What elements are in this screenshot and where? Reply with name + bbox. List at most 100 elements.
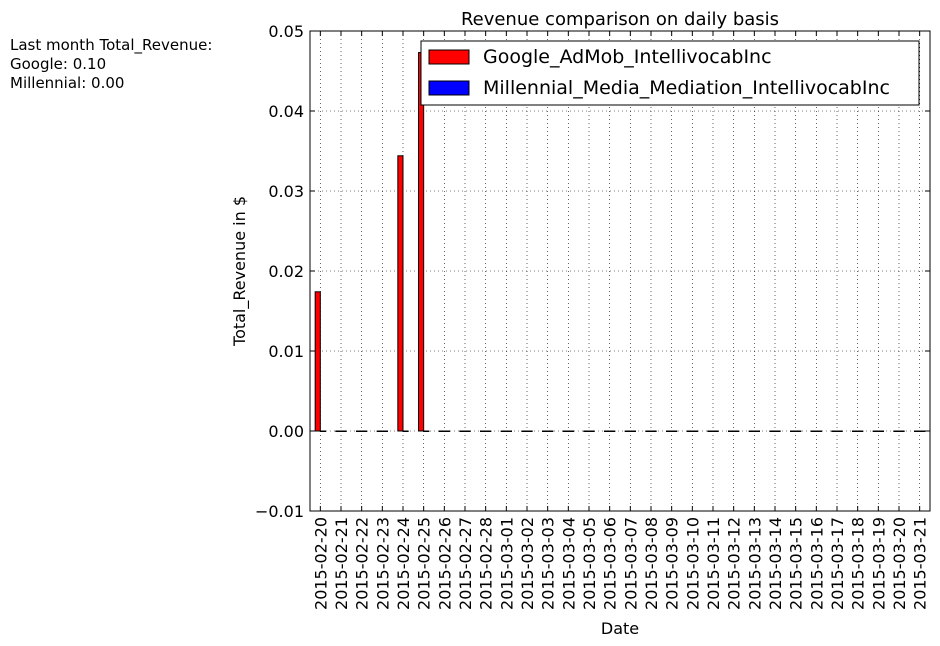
- y-tick-label: 0.04: [268, 102, 304, 121]
- bar: [567, 430, 574, 432]
- bar: [686, 430, 693, 432]
- legend-swatch: [428, 80, 470, 96]
- x-axis-label: Date: [601, 619, 639, 638]
- bar: [500, 430, 507, 432]
- x-ticks: 2015-02-20 2015-02-21 2015-02-22 2015-02-23…: [311, 31, 930, 610]
- bar: [872, 430, 879, 432]
- bar: [629, 430, 636, 432]
- bar: [340, 430, 347, 432]
- y-tick-label: 0.03: [268, 182, 304, 201]
- bar: [671, 430, 678, 432]
- x-tick-label: 2015-03-03: [539, 517, 558, 610]
- x-tick-label: 2015-03-02: [518, 517, 537, 610]
- x-tick-label: 2015-03-17: [828, 517, 847, 610]
- bar: [547, 430, 554, 432]
- bar: [438, 430, 445, 432]
- x-tick-label: 2015-02-25: [415, 517, 434, 610]
- bar: [795, 430, 802, 432]
- bar: [319, 430, 327, 432]
- side-note: Last month Total_Revenue: Google: 0.10 Mil…: [10, 36, 212, 93]
- chart-title: Revenue comparison on daily basis: [461, 9, 779, 30]
- bar: [748, 430, 755, 432]
- x-tick-label: 2015-02-22: [353, 517, 372, 610]
- bar: [893, 430, 900, 432]
- x-tick-label: 2015-03-06: [601, 517, 620, 610]
- legend-label: Google_AdMob_IntellivocabInc: [483, 46, 772, 68]
- bar: [919, 430, 926, 432]
- x-tick-label: 2015-03-16: [807, 517, 826, 610]
- bar: [480, 430, 487, 432]
- x-tick-label: 2015-02-28: [477, 517, 496, 610]
- bar: [774, 430, 781, 432]
- bar: [583, 430, 590, 432]
- y-tick-label: −0.01: [255, 502, 304, 521]
- x-tick-label: 2015-03-09: [663, 517, 682, 610]
- bar: [790, 430, 797, 432]
- bar: [733, 430, 740, 432]
- bar: [361, 430, 368, 432]
- x-tick-label: 2015-03-10: [683, 517, 702, 610]
- bar: [402, 430, 409, 432]
- y-tick-label: 0.00: [268, 422, 304, 441]
- x-tick-label: 2015-02-26: [435, 517, 454, 610]
- y-axis-label: Total_Revenue in $: [230, 196, 250, 347]
- bar: [335, 430, 342, 432]
- bar: [769, 430, 776, 432]
- x-tick-label: 2015-03-05: [580, 517, 599, 610]
- bar: [666, 430, 673, 432]
- x-tick-label: 2015-03-12: [725, 517, 744, 610]
- x-tick-label: 2015-03-18: [849, 517, 868, 610]
- y-tick-label: 0.01: [268, 342, 304, 361]
- bar: [526, 430, 533, 432]
- bar: [836, 430, 843, 432]
- x-tick-label: 2015-02-20: [311, 517, 330, 610]
- x-tick-label: 2015-03-08: [642, 517, 661, 610]
- x-tick-label: 2015-03-15: [787, 517, 806, 610]
- bar: [588, 430, 595, 432]
- bar: [443, 430, 451, 432]
- bar: [810, 430, 817, 432]
- bar: [815, 430, 822, 432]
- bar: [857, 430, 864, 432]
- side-note-google: Google: 0.10: [10, 55, 107, 73]
- x-tick-label: 2015-02-24: [394, 517, 413, 610]
- bar: [877, 430, 884, 432]
- x-tick-label: 2015-03-01: [497, 517, 516, 610]
- x-tick-label: 2015-03-20: [890, 517, 909, 610]
- bar: [485, 430, 492, 432]
- x-tick-label: 2015-03-19: [869, 517, 888, 610]
- bar: [397, 155, 404, 432]
- legend-swatch: [428, 49, 470, 65]
- bar: [712, 430, 719, 432]
- bar: [753, 430, 760, 432]
- legend: Google_AdMob_IntellivocabInc Millennial_M…: [420, 40, 920, 106]
- x-tick-label: 2015-02-23: [373, 517, 392, 610]
- bar: [381, 430, 389, 432]
- x-tick-label: 2015-03-13: [745, 517, 764, 610]
- x-tick-label: 2015-02-21: [332, 517, 351, 610]
- y-tick-label: 0.02: [268, 262, 304, 281]
- bar: [609, 430, 616, 432]
- bar: [645, 430, 652, 432]
- bar: [542, 430, 549, 432]
- bar: [418, 52, 425, 432]
- bar: [707, 430, 714, 432]
- y-ticks: −0.01 0.00 0.01 0.02 0.03 0.04 0.05: [255, 22, 930, 521]
- y-tick-label: 0.05: [268, 22, 304, 41]
- bar: [376, 430, 383, 432]
- plot-frame: [309, 30, 931, 512]
- bar: [852, 430, 859, 432]
- bar: [914, 430, 921, 432]
- bar: [521, 430, 528, 432]
- bar: [423, 430, 430, 432]
- legend-label: Millennial_Media_Mediation_IntellivocabI…: [483, 77, 890, 99]
- legend-box: [420, 40, 920, 106]
- bar: [898, 430, 905, 432]
- x-tick-label: 2015-03-21: [911, 517, 930, 610]
- bar: [650, 430, 657, 432]
- bar: [831, 430, 838, 432]
- bar: [314, 291, 321, 432]
- bar: [356, 430, 363, 432]
- bar: [459, 430, 466, 432]
